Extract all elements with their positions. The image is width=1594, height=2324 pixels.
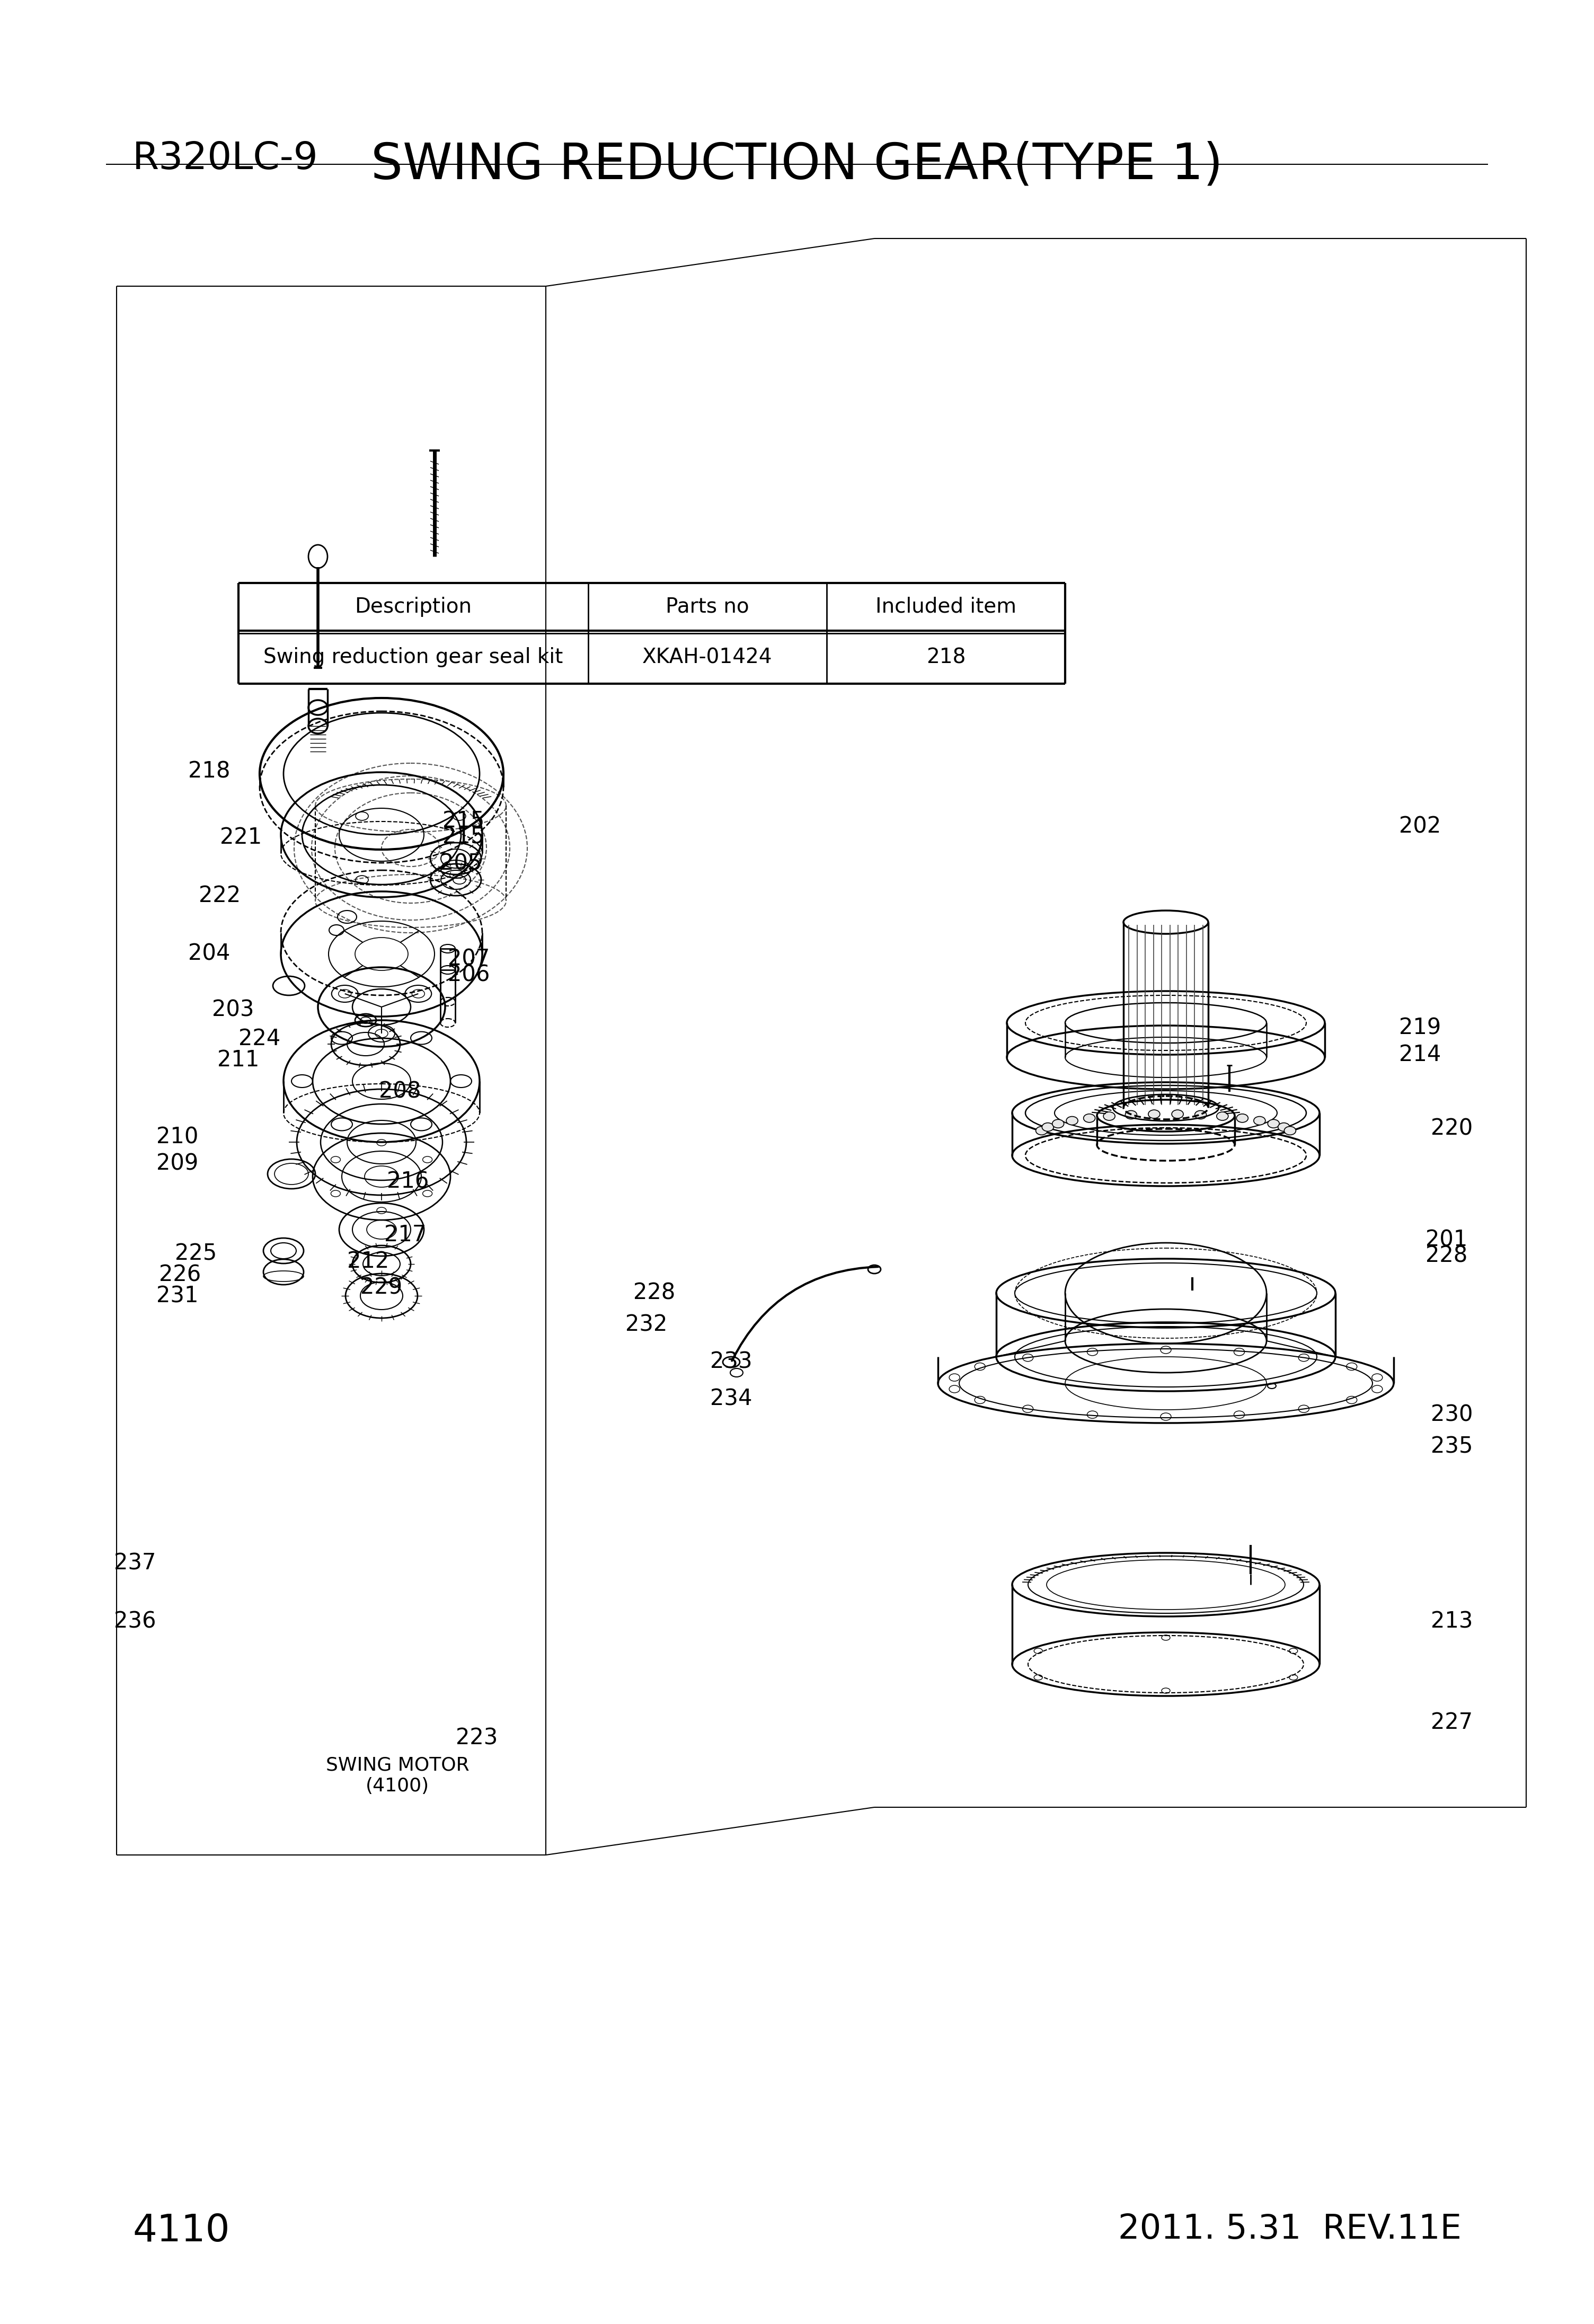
Text: 222: 222: [199, 885, 241, 906]
Text: 2011. 5.31  REV.11E: 2011. 5.31 REV.11E: [1117, 2212, 1462, 2245]
Text: 226: 226: [159, 1264, 201, 1285]
Ellipse shape: [1254, 1116, 1266, 1125]
Text: Swing reduction gear seal kit: Swing reduction gear seal kit: [263, 646, 563, 667]
Text: 219: 219: [1400, 1018, 1441, 1039]
Text: 209: 209: [156, 1153, 199, 1174]
Text: 202: 202: [1400, 816, 1441, 839]
Text: SWING REDUCTION GEAR(TYPE 1): SWING REDUCTION GEAR(TYPE 1): [371, 139, 1223, 188]
Ellipse shape: [1036, 1127, 1047, 1134]
Text: 233: 233: [711, 1350, 752, 1373]
Text: 215: 215: [443, 811, 485, 832]
Text: 237: 237: [115, 1552, 156, 1576]
Text: 235: 235: [1431, 1436, 1473, 1457]
Text: 210: 210: [156, 1125, 199, 1148]
Text: 204: 204: [188, 944, 231, 964]
Text: R320LC-9: R320LC-9: [132, 139, 319, 177]
Text: 206: 206: [448, 964, 489, 985]
Text: SWING MOTOR
(4100): SWING MOTOR (4100): [325, 1757, 469, 1794]
Text: 201: 201: [1425, 1229, 1468, 1250]
Text: 236: 236: [115, 1611, 156, 1634]
Text: 213: 213: [1431, 1611, 1473, 1634]
Text: 203: 203: [212, 999, 253, 1020]
Text: 211: 211: [217, 1048, 260, 1071]
Ellipse shape: [1052, 1120, 1063, 1127]
Text: 224: 224: [239, 1027, 281, 1050]
Text: 207: 207: [448, 948, 489, 971]
Text: 225: 225: [175, 1243, 217, 1264]
Text: 230: 230: [1431, 1404, 1473, 1427]
Ellipse shape: [1066, 1116, 1078, 1125]
Text: 234: 234: [711, 1387, 752, 1411]
Ellipse shape: [1237, 1113, 1248, 1122]
Ellipse shape: [1285, 1127, 1296, 1134]
Text: 4110: 4110: [132, 2212, 230, 2250]
Text: 228: 228: [1425, 1246, 1468, 1267]
Ellipse shape: [1042, 1122, 1054, 1132]
Ellipse shape: [1148, 1111, 1160, 1118]
Text: Included item: Included item: [875, 597, 1017, 616]
Ellipse shape: [1084, 1113, 1095, 1122]
Text: 220: 220: [1431, 1118, 1473, 1141]
Text: 227: 227: [1431, 1710, 1473, 1734]
Text: 217: 217: [384, 1225, 426, 1246]
Text: Parts no: Parts no: [666, 597, 749, 616]
Text: 228: 228: [633, 1283, 676, 1304]
Text: XKAH-01424: XKAH-01424: [642, 646, 773, 667]
Text: 229: 229: [360, 1276, 403, 1299]
Text: 221: 221: [220, 827, 261, 848]
Ellipse shape: [1103, 1111, 1116, 1120]
Text: 223: 223: [456, 1727, 497, 1750]
Ellipse shape: [1172, 1111, 1183, 1118]
Text: 232: 232: [625, 1313, 668, 1336]
Ellipse shape: [1216, 1111, 1229, 1120]
Text: 205: 205: [440, 853, 481, 876]
Text: 218: 218: [926, 646, 966, 667]
Text: 214: 214: [1400, 1043, 1441, 1067]
Text: 212: 212: [347, 1250, 389, 1274]
Text: 231: 231: [156, 1285, 199, 1306]
Text: Description: Description: [355, 597, 472, 616]
Ellipse shape: [1196, 1111, 1207, 1120]
Text: 216: 216: [387, 1171, 429, 1192]
Ellipse shape: [1278, 1122, 1290, 1132]
Text: 208: 208: [379, 1081, 421, 1104]
Text: 218: 218: [188, 760, 231, 783]
Ellipse shape: [1267, 1120, 1280, 1127]
Ellipse shape: [1125, 1111, 1137, 1120]
Text: 215: 215: [443, 827, 485, 848]
